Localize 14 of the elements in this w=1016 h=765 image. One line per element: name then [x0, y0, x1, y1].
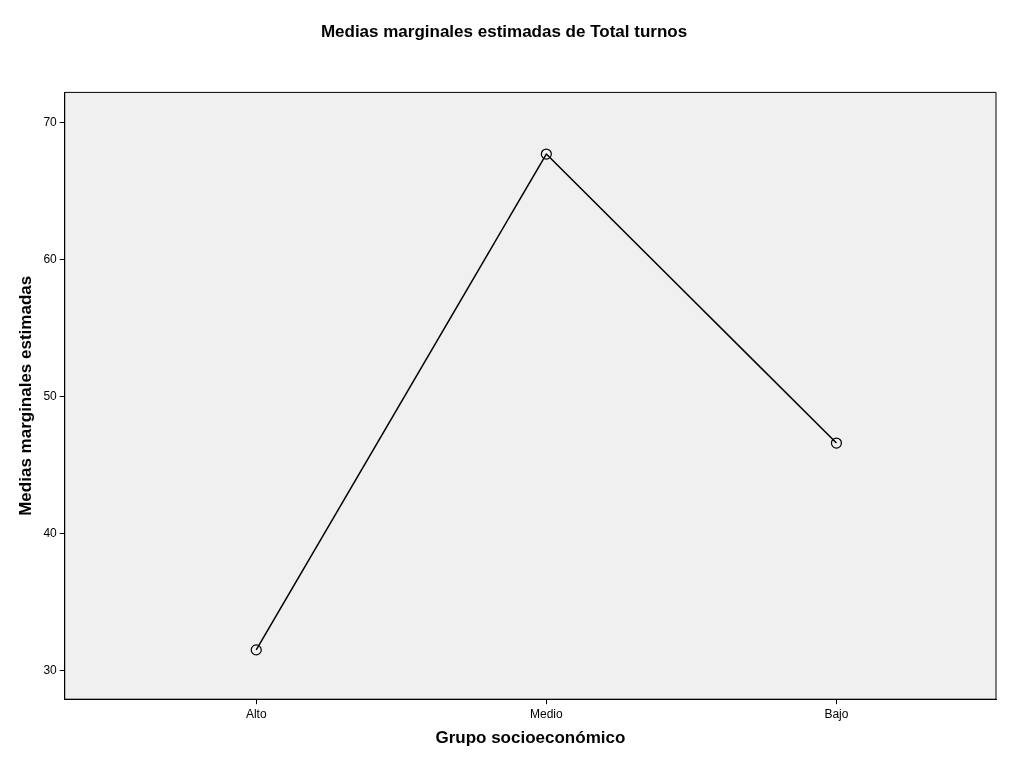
x-axis-title: Grupo socioeconómico: [435, 728, 626, 748]
y-tick-label: 30: [43, 662, 58, 677]
chart-title: Medias marginales estimadas de Total turnos: [320, 21, 688, 41]
y-axis-title: Medias marginales estimadas: [15, 275, 35, 516]
point: [830, 437, 843, 449]
y-tick-label: 50: [43, 388, 58, 403]
y-tick-label: 70: [43, 114, 58, 129]
y-tick-label: 40: [43, 525, 58, 540]
point: [540, 148, 552, 160]
x-tick-label: Bajo: [824, 706, 849, 721]
y-tick-label: 60: [43, 251, 58, 266]
x-tick-label: Alto: [245, 706, 267, 721]
x-tick-label: Medio: [529, 706, 563, 721]
point: [250, 644, 262, 656]
